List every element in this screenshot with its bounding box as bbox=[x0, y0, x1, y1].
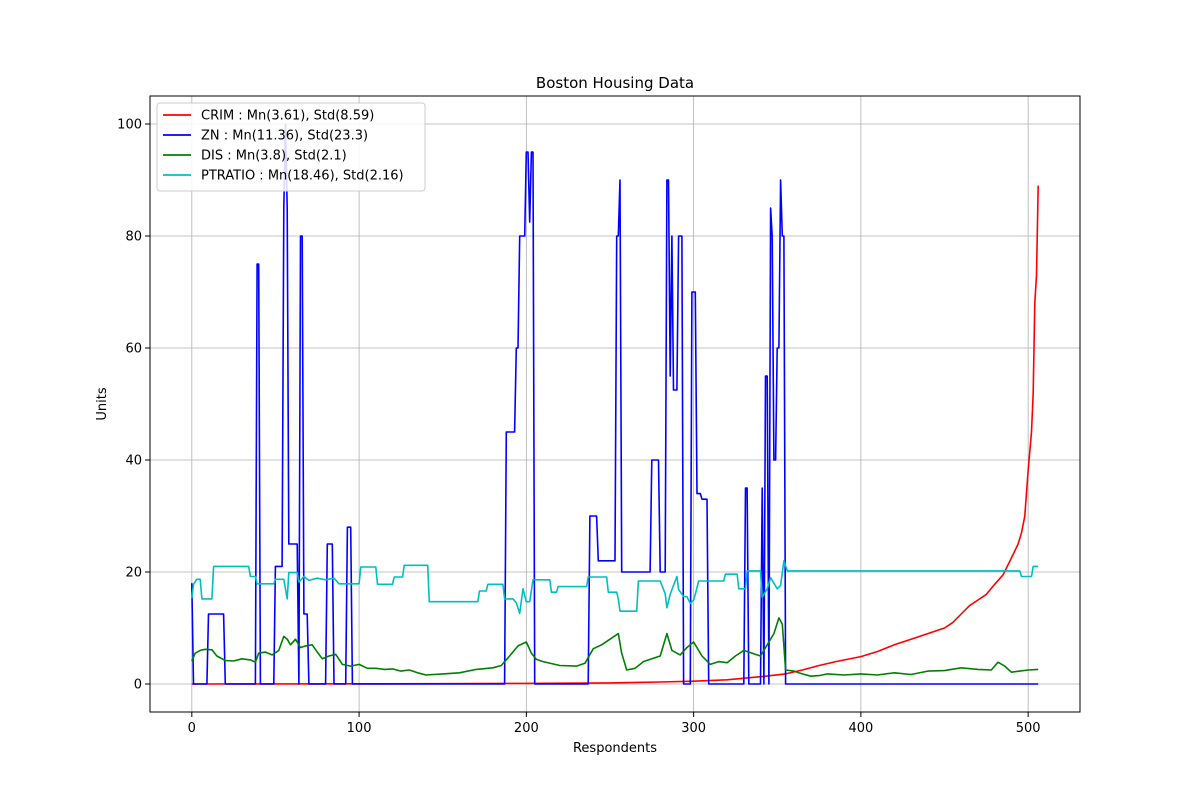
y-tick-label: 60 bbox=[125, 342, 142, 357]
y-tick-label: 100 bbox=[117, 118, 142, 133]
chart-title: Boston Housing Data bbox=[536, 74, 694, 92]
legend-box bbox=[156, 102, 426, 192]
y-tick-label: 20 bbox=[125, 566, 142, 581]
legend-entry: ZN : Mn(11.36), Std(23.3) bbox=[201, 129, 368, 144]
x-tick-label: 300 bbox=[681, 721, 706, 736]
x-tick-label: 100 bbox=[347, 721, 372, 736]
plot-frame bbox=[149, 95, 1081, 713]
series-line-0 bbox=[191, 185, 1039, 685]
y-axis-ticks: 0 20 40 60 80 100 bbox=[117, 118, 150, 693]
x-tick-label: 0 bbox=[188, 721, 196, 736]
series-line-2 bbox=[191, 617, 1039, 677]
legend: CRIM : Mn(3.61), Std(8.59) ZN : Mn(11.36)… bbox=[156, 102, 426, 192]
y-tick-label: 40 bbox=[125, 454, 142, 469]
x-tick-label: 200 bbox=[514, 721, 539, 736]
y-tick-label: 80 bbox=[125, 230, 142, 245]
series-line-3 bbox=[191, 560, 1039, 615]
y-axis-label: Units bbox=[95, 387, 110, 420]
grid-lines bbox=[150, 96, 1080, 712]
legend-entry: DIS : Mn(3.8), Std(2.1) bbox=[201, 149, 347, 164]
x-axis-ticks: 0 100 200 300 400 500 bbox=[188, 712, 1041, 736]
x-tick-label: 400 bbox=[848, 721, 873, 736]
x-axis-label: Respondents bbox=[573, 741, 657, 756]
plot-series bbox=[191, 123, 1039, 685]
legend-entry: CRIM : Mn(3.61), Std(8.59) bbox=[201, 109, 374, 124]
legend-entry: PTRATIO : Mn(18.46), Std(2.16) bbox=[201, 169, 404, 184]
series-line-1 bbox=[191, 123, 1039, 685]
x-tick-label: 500 bbox=[1016, 721, 1041, 736]
y-tick-label: 0 bbox=[134, 678, 142, 693]
